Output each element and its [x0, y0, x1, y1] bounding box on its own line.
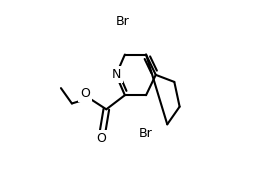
- Text: N: N: [111, 68, 121, 81]
- Text: Br: Br: [139, 127, 153, 140]
- Text: O: O: [80, 87, 90, 100]
- Text: O: O: [96, 132, 106, 145]
- Text: Br: Br: [116, 15, 130, 28]
